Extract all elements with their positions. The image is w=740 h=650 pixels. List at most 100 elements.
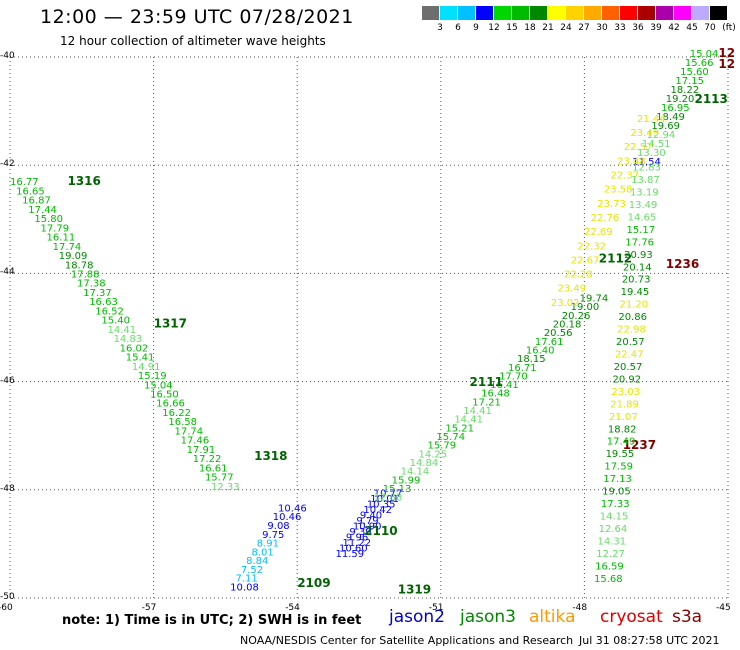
swh-value: 15.80 bbox=[34, 214, 63, 225]
track-label: 1236 bbox=[666, 257, 699, 271]
swh-value: 19.69 bbox=[651, 121, 680, 132]
swh-value: 17.59 bbox=[604, 462, 633, 473]
swh-value: 20.73 bbox=[622, 275, 651, 286]
track-label: 2112 bbox=[599, 252, 632, 266]
swh-value: 12.64 bbox=[599, 524, 628, 535]
color-swatch bbox=[476, 6, 493, 20]
color-scale-label: 3 bbox=[437, 23, 443, 33]
swh-value: 16.59 bbox=[595, 561, 624, 572]
color-scale-label: 15 bbox=[506, 23, 518, 33]
swh-value: 17.38 bbox=[77, 279, 106, 290]
swh-value: 19.09 bbox=[59, 251, 88, 262]
swh-value: 15.79 bbox=[427, 441, 456, 452]
swh-value: 16.65 bbox=[16, 186, 45, 197]
y-tick-label: -40 bbox=[0, 51, 15, 61]
color-swatch bbox=[494, 6, 511, 20]
swh-value: 19.45 bbox=[621, 287, 650, 298]
swh-value: 21.20 bbox=[620, 300, 649, 311]
swh-value: 10.35 bbox=[367, 499, 396, 510]
legend-cryosat: cryosat bbox=[600, 607, 663, 627]
swh-value: 12.94 bbox=[647, 130, 676, 141]
color-swatch bbox=[512, 6, 529, 20]
swh-value: 8.91 bbox=[257, 539, 279, 550]
swh-value: 18.22 bbox=[671, 85, 700, 96]
track-label: 12 bbox=[718, 57, 735, 71]
swh-value: 13.87 bbox=[631, 175, 660, 186]
swh-value: 23.48 bbox=[617, 156, 646, 167]
swh-value: 19.05 bbox=[602, 487, 631, 498]
color-scale-label: 33 bbox=[614, 23, 626, 33]
swh-value: 16.95 bbox=[661, 103, 690, 114]
swh-value: 16.22 bbox=[162, 408, 191, 419]
swh-value: 23.02 bbox=[551, 298, 580, 309]
swh-value: 16.02 bbox=[120, 343, 149, 354]
swh-value: 14.41 bbox=[454, 415, 483, 426]
swh-value: 16.41 bbox=[490, 380, 519, 391]
color-scale-label: 9 bbox=[473, 23, 479, 33]
swh-value: 18.15 bbox=[517, 354, 546, 365]
swh-value: 11.22 bbox=[342, 538, 371, 549]
y-tick-label: -48 bbox=[0, 483, 15, 494]
swh-value: 17.33 bbox=[601, 499, 630, 510]
swh-value: 20.57 bbox=[616, 337, 645, 348]
color-scale-label: 70 bbox=[704, 23, 716, 33]
swh-value: 16.40 bbox=[526, 345, 555, 356]
swh-value: 17.74 bbox=[174, 426, 203, 437]
chart-title: 12:00 — 23:59 UTC 07/28/2021 bbox=[40, 6, 354, 28]
swh-value: 17.76 bbox=[625, 237, 654, 248]
swh-value: 21.44 bbox=[637, 114, 666, 125]
color-scale-label: 39 bbox=[650, 23, 662, 33]
swh-value: 16.63 bbox=[89, 297, 118, 308]
swh-value: 20.26 bbox=[562, 311, 591, 322]
color-swatch bbox=[620, 6, 637, 20]
swh-value: 15.99 bbox=[392, 475, 421, 486]
swh-value: 14.15 bbox=[600, 511, 629, 522]
track-label: 2113 bbox=[694, 92, 727, 106]
swh-value: 9.96 bbox=[346, 532, 368, 543]
color-swatch bbox=[602, 6, 619, 20]
color-scale-unit: (ft) bbox=[722, 23, 736, 33]
swh-value: 17.79 bbox=[40, 223, 69, 234]
swh-value: 23.73 bbox=[597, 199, 626, 210]
swh-value: 14.84 bbox=[410, 458, 439, 469]
x-tick-label: -60 bbox=[0, 603, 13, 613]
color-swatch bbox=[458, 6, 475, 20]
track-label: 1319 bbox=[398, 583, 431, 597]
track-label: 1317 bbox=[154, 317, 187, 331]
swh-value: 23.49 bbox=[630, 128, 659, 139]
track-label: 2109 bbox=[297, 576, 330, 590]
swh-value: 17.74 bbox=[53, 242, 82, 253]
swh-value: 14.65 bbox=[628, 212, 657, 223]
footer-date: Jul 31 08:27:58 UTC 2021 bbox=[579, 634, 720, 647]
swh-value: 15.77 bbox=[205, 473, 234, 484]
legend-jason3: jason3 bbox=[460, 607, 516, 627]
swh-value: 10.46 bbox=[273, 512, 302, 523]
swh-value: 22.32 bbox=[577, 241, 606, 252]
color-scale-label: 45 bbox=[686, 23, 698, 33]
y-tick-label: -44 bbox=[0, 267, 15, 278]
color-scale-label: 24 bbox=[560, 23, 572, 33]
swh-value: 15.68 bbox=[594, 574, 623, 585]
swh-value: 15.66 bbox=[685, 58, 714, 69]
swh-value: 23.58 bbox=[604, 185, 633, 196]
swh-value: 10.60 bbox=[339, 543, 368, 554]
swh-value: 18.78 bbox=[65, 260, 94, 271]
x-tick-label: -51 bbox=[428, 603, 444, 613]
swh-value: 11.54 bbox=[632, 157, 661, 168]
swh-value: 21.89 bbox=[610, 399, 639, 410]
swh-value: 14.41 bbox=[107, 325, 136, 336]
swh-value: 10.77 bbox=[374, 488, 403, 499]
swh-value: 18.49 bbox=[656, 112, 685, 123]
color-scale-label: 18 bbox=[524, 23, 536, 33]
swh-value: 22.69 bbox=[584, 227, 613, 238]
swh-value: 10.01 bbox=[370, 494, 399, 505]
swh-value: 20.14 bbox=[623, 262, 652, 273]
swh-value: 21.07 bbox=[609, 412, 638, 423]
swh-value: 15.13 bbox=[383, 484, 412, 495]
swh-value: 19.00 bbox=[571, 302, 600, 313]
swh-value: 16.48 bbox=[481, 389, 510, 400]
y-tick-label: -42 bbox=[0, 159, 15, 170]
x-tick-label: -54 bbox=[285, 603, 300, 613]
color-scale-label: 6 bbox=[455, 23, 461, 33]
color-swatch bbox=[638, 6, 655, 20]
